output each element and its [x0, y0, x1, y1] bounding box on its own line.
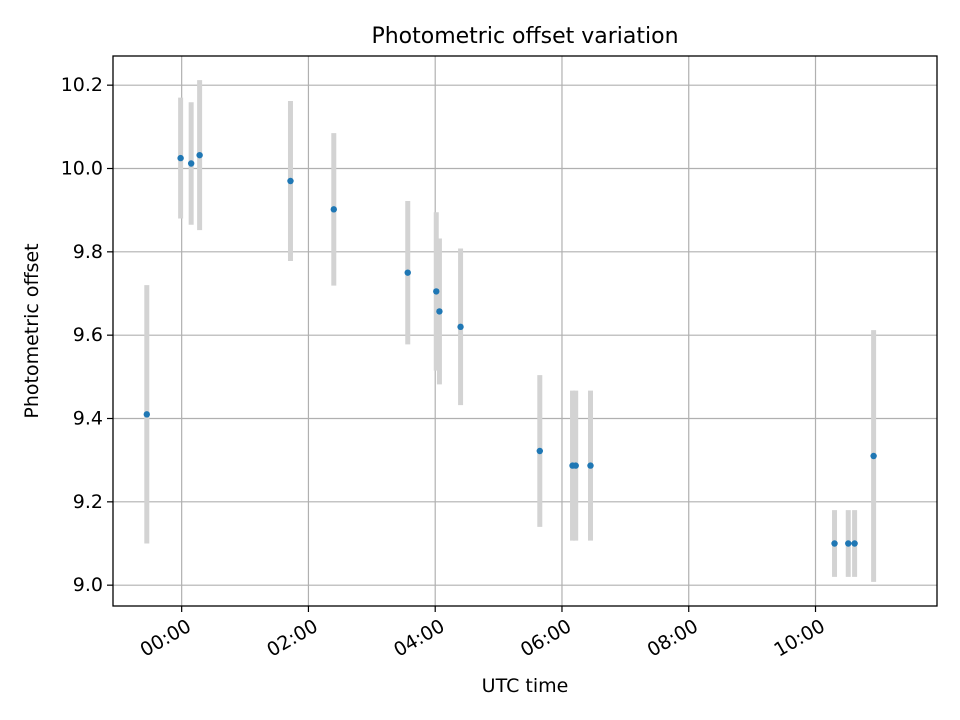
- data-point: [870, 452, 877, 460]
- data-point: [433, 288, 440, 295]
- y-tick-label: 9.2: [73, 491, 103, 513]
- data-point: [457, 323, 464, 331]
- chart-title: Photometric offset variation: [371, 24, 678, 49]
- data-point: [587, 462, 594, 469]
- y-tick-label: 10.2: [61, 74, 103, 96]
- data-point: [831, 540, 838, 547]
- y-axis-label: Photometric offset: [21, 243, 43, 418]
- y-tick-label: 10.0: [61, 158, 103, 180]
- data-point: [404, 269, 411, 276]
- x-axis-label: UTC time: [482, 675, 569, 697]
- y-axis-ticks: 9.0 9.2 9.4 9.6 9.8 10.0 10.2: [61, 74, 113, 596]
- data-points: [143, 151, 877, 547]
- y-tick-label: 9.0: [73, 574, 103, 596]
- data-point: [196, 151, 203, 159]
- data-point: [851, 540, 858, 547]
- plot-area-frame: [112, 55, 938, 607]
- data-point: [845, 540, 852, 547]
- y-tick-label: 9.8: [73, 241, 103, 263]
- data-point: [330, 206, 337, 213]
- data-point: [287, 177, 294, 185]
- y-tick-label: 9.6: [73, 324, 103, 346]
- data-point: [143, 411, 151, 418]
- data-point: [436, 308, 443, 315]
- data-point: [572, 462, 579, 469]
- data-point: [187, 160, 195, 167]
- y-tick-label: 9.4: [73, 408, 103, 430]
- data-point: [177, 154, 184, 162]
- data-point: [536, 447, 543, 455]
